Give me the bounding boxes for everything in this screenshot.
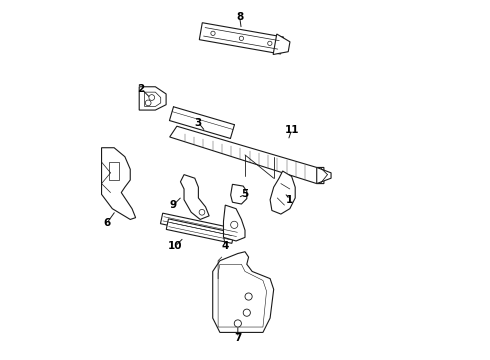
Text: 6: 6 bbox=[103, 218, 111, 228]
Text: 4: 4 bbox=[221, 241, 229, 251]
Circle shape bbox=[245, 293, 252, 300]
Polygon shape bbox=[101, 148, 136, 220]
Circle shape bbox=[231, 221, 238, 228]
Polygon shape bbox=[317, 167, 331, 184]
Polygon shape bbox=[213, 252, 274, 332]
Circle shape bbox=[234, 320, 242, 327]
Polygon shape bbox=[270, 171, 295, 214]
Text: 5: 5 bbox=[242, 189, 248, 199]
Polygon shape bbox=[139, 87, 166, 110]
Circle shape bbox=[211, 31, 215, 36]
Circle shape bbox=[243, 309, 250, 316]
Text: 9: 9 bbox=[170, 200, 177, 210]
Circle shape bbox=[149, 95, 155, 100]
Polygon shape bbox=[109, 162, 120, 180]
Polygon shape bbox=[160, 213, 240, 240]
Circle shape bbox=[239, 36, 244, 41]
Text: 7: 7 bbox=[234, 333, 242, 343]
Circle shape bbox=[146, 100, 151, 106]
Polygon shape bbox=[145, 92, 161, 107]
Circle shape bbox=[199, 210, 205, 215]
Polygon shape bbox=[170, 126, 324, 184]
Text: 8: 8 bbox=[236, 12, 243, 22]
Polygon shape bbox=[199, 23, 284, 54]
Text: 10: 10 bbox=[168, 241, 182, 251]
Polygon shape bbox=[223, 205, 245, 241]
Polygon shape bbox=[166, 219, 234, 243]
Text: 2: 2 bbox=[137, 84, 145, 94]
Text: 3: 3 bbox=[195, 118, 202, 128]
Polygon shape bbox=[273, 34, 290, 54]
Polygon shape bbox=[231, 184, 247, 204]
Text: 1: 1 bbox=[286, 195, 294, 205]
Circle shape bbox=[268, 41, 272, 45]
Polygon shape bbox=[218, 264, 267, 327]
Polygon shape bbox=[180, 175, 209, 220]
Text: 11: 11 bbox=[284, 125, 299, 135]
